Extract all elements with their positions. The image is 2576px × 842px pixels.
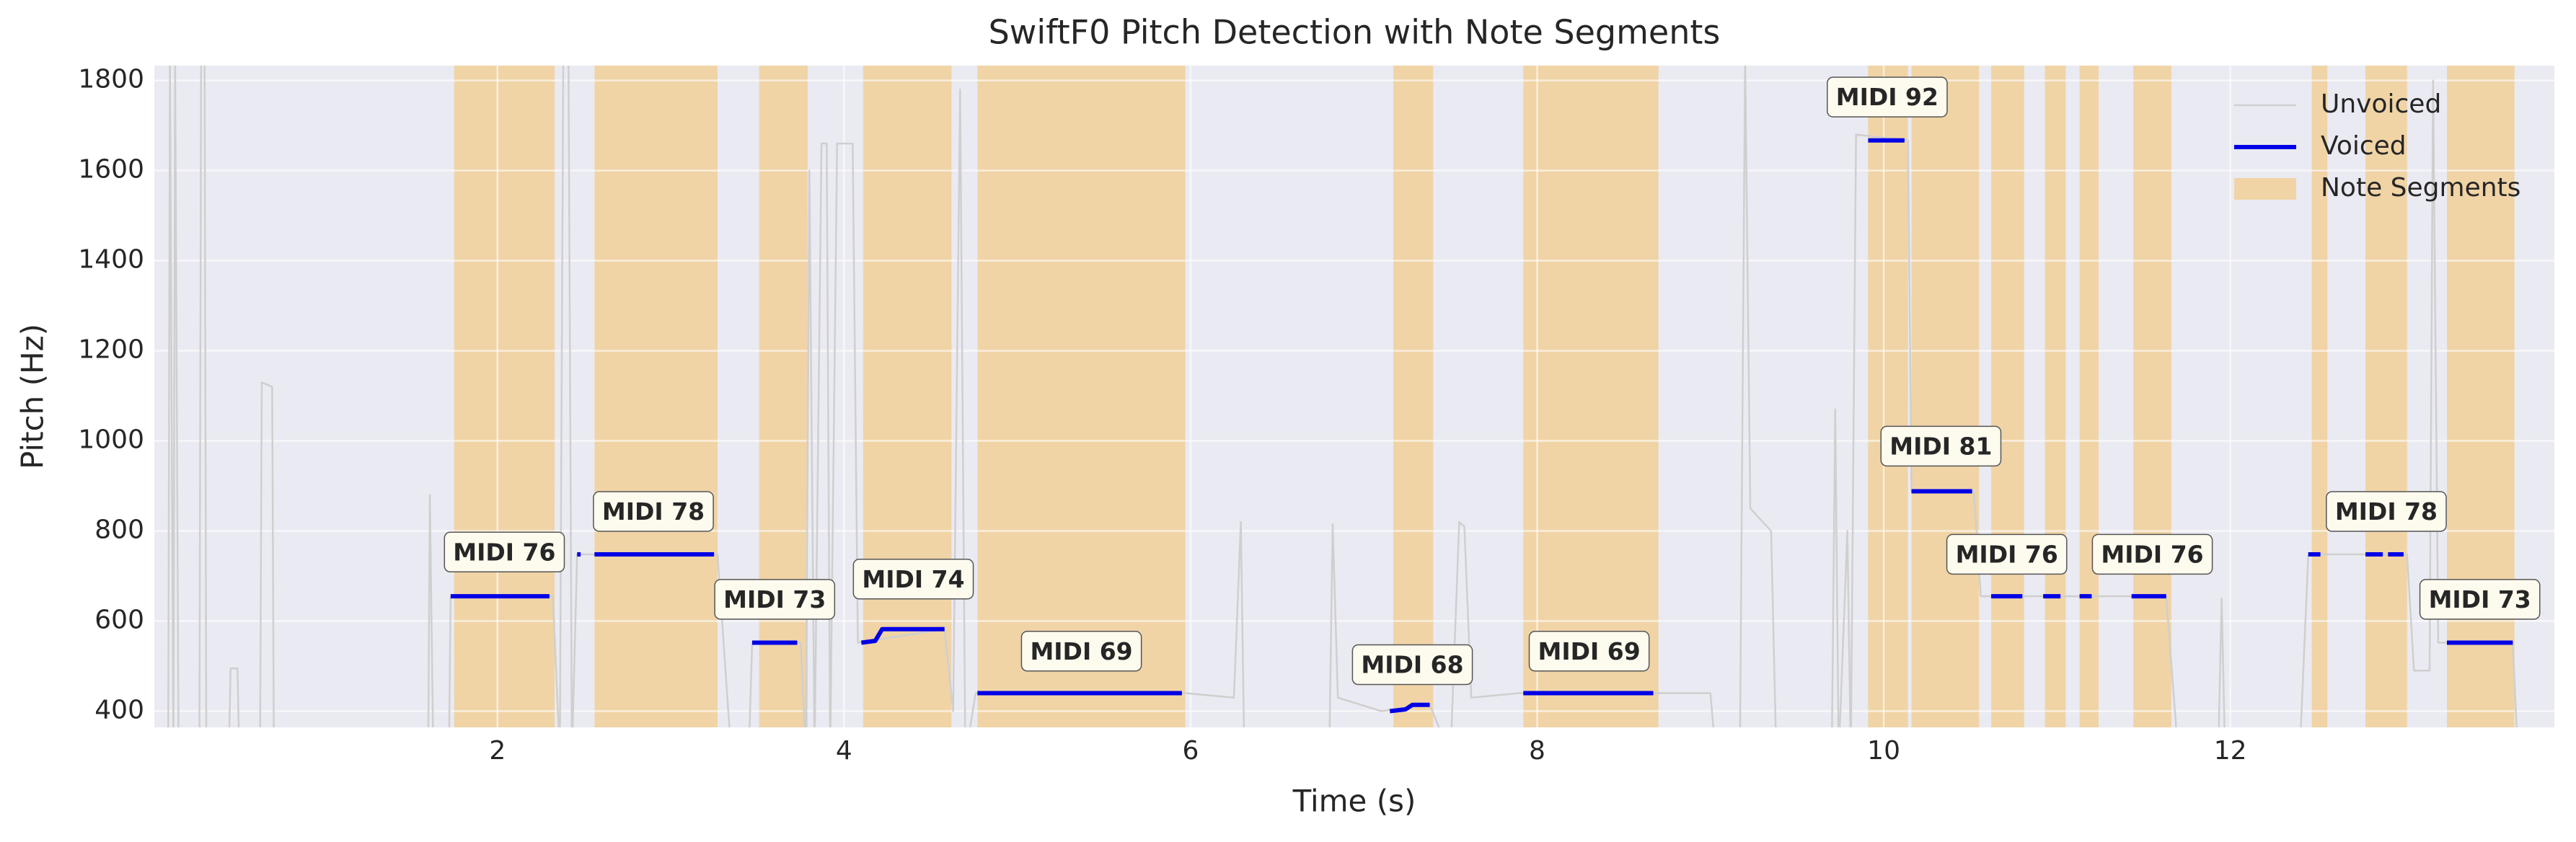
note-segment — [2079, 66, 2099, 727]
annotation-box — [1351, 644, 1473, 686]
y-axis-label: Pitch (Hz) — [15, 324, 50, 469]
annotation-label: MIDI 76 — [1956, 540, 2058, 568]
legend-label: Unvoiced — [2321, 89, 2441, 119]
y-tick-label: 800 — [94, 515, 144, 545]
annotation-label: MIDI 81 — [1889, 432, 1992, 460]
legend-swatch — [2234, 178, 2296, 200]
note-segment — [1523, 66, 1659, 727]
annotation-label: MIDI 73 — [723, 585, 826, 613]
y-tick-label: 1400 — [78, 245, 144, 275]
annotation-label: MIDI 76 — [2101, 540, 2203, 568]
legend-label: Voiced — [2321, 131, 2407, 161]
annotation-box — [593, 491, 714, 532]
annotation-box — [2091, 533, 2213, 575]
note-segment — [1991, 66, 2024, 727]
y-tick-label: 1800 — [78, 65, 144, 94]
annotation-label: MIDI 76 — [453, 538, 555, 566]
note-segment — [2365, 66, 2407, 727]
note-segment — [863, 66, 952, 727]
y-tick-label: 400 — [94, 696, 144, 725]
plot-area: MIDI 76 MIDI 78 MIDI 73 MIDI 74 MIDI 69 MIDI … — [154, 66, 2554, 727]
annotation-box — [1528, 631, 1650, 672]
annotation-label: MIDI 92 — [1836, 83, 1938, 111]
annotation-label: MIDI 69 — [1030, 637, 1132, 665]
note-segment — [977, 66, 1186, 727]
y-tick-label: 1600 — [78, 155, 144, 185]
annotation-box — [1020, 631, 1142, 672]
series-line — [860, 626, 945, 645]
series-line — [1389, 702, 1430, 714]
annotation-box — [714, 579, 836, 620]
note-segment — [2447, 66, 2515, 727]
note-segment — [1911, 66, 1980, 727]
x-tick-label: 12 — [2214, 736, 2247, 766]
annotation-box — [444, 531, 565, 573]
note-segment — [454, 66, 555, 727]
note-segment — [1868, 66, 1908, 727]
annotation-box — [2326, 491, 2447, 532]
y-tick-label: 600 — [94, 606, 144, 635]
annotation-box — [1880, 425, 2002, 467]
annotation-label: MIDI 73 — [2429, 585, 2531, 613]
x-tick-label: 10 — [1867, 736, 1900, 766]
annotation-box — [2419, 579, 2541, 620]
x-tick-label: 6 — [1182, 736, 1199, 766]
annotation-box — [1827, 76, 1948, 118]
annotation-label: MIDI 74 — [862, 565, 964, 593]
note-segment — [594, 66, 718, 727]
note-segment — [2133, 66, 2171, 727]
note-segment — [2311, 66, 2328, 727]
annotation-label: MIDI 68 — [1361, 651, 1463, 679]
x-tick-label: 2 — [489, 736, 506, 766]
x-axis-label: Time (s) — [1292, 784, 1416, 819]
annotation-box — [1946, 533, 2068, 575]
annotation-box — [852, 559, 974, 600]
legend-label: Note Segments — [2321, 173, 2520, 203]
chart-title: SwiftF0 Pitch Detection with Note Segmen… — [989, 13, 1721, 52]
x-tick-label: 8 — [1529, 736, 1545, 766]
y-tick-label: 1000 — [78, 425, 144, 455]
annotation-label: MIDI 78 — [2335, 497, 2438, 526]
annotation-label: MIDI 78 — [602, 497, 705, 526]
y-tick-label: 1200 — [78, 335, 144, 365]
note-segment — [759, 66, 808, 727]
annotation-label: MIDI 69 — [1538, 637, 1640, 665]
x-tick-label: 4 — [836, 736, 852, 766]
note-segment — [2045, 66, 2066, 727]
note-segment — [1393, 66, 1434, 727]
